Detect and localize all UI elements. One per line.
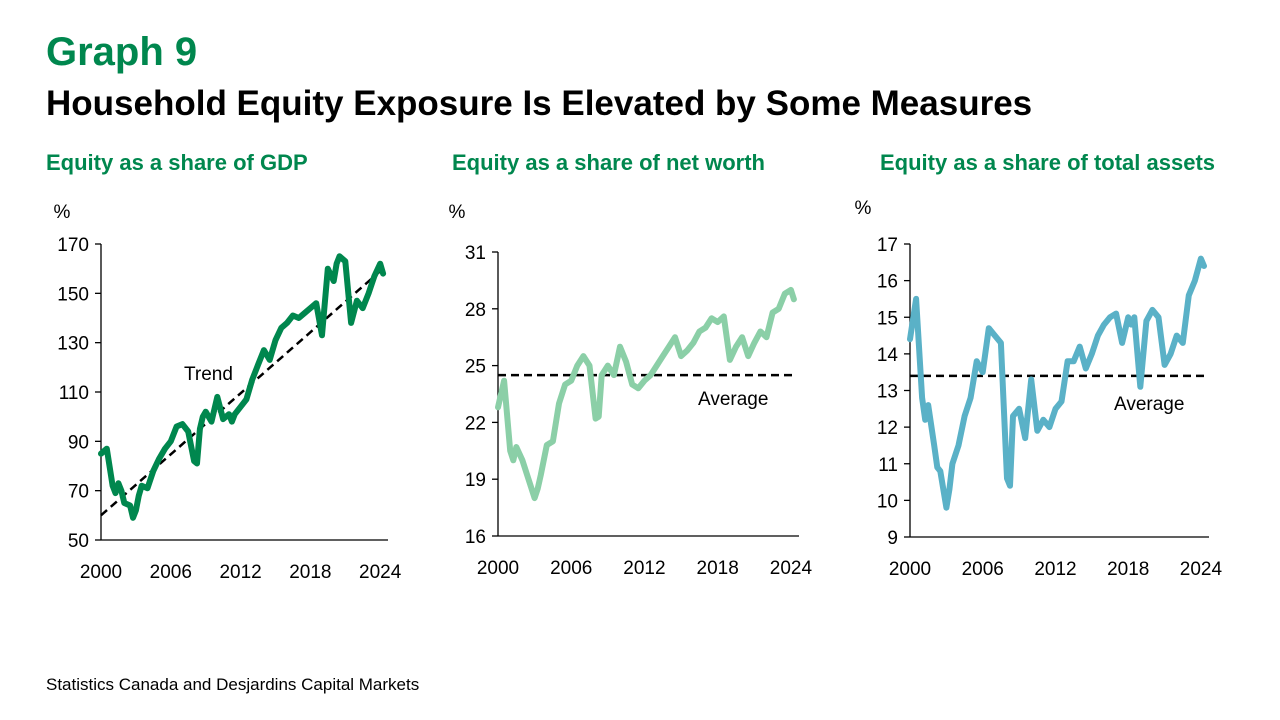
chart-3-y-tick-label: 16 <box>877 272 898 293</box>
graph-label: Graph 9 <box>46 30 198 74</box>
chart-1-y-tick-label: 110 <box>59 383 89 404</box>
chart-2-y-tick-label: 28 <box>465 300 486 321</box>
chart-2-y-tick-label: 31 <box>465 243 486 264</box>
chart-1-annotation: Trend <box>184 364 233 385</box>
chart-1-x-tick-label: 2018 <box>289 562 331 583</box>
chart-2-y-tick-label: 25 <box>465 357 486 378</box>
chart-1-y-tick-label: 70 <box>68 482 89 503</box>
chart-2-x-tick-label: 2006 <box>550 558 592 579</box>
chart-3-x-tick-label: 2018 <box>1107 559 1149 580</box>
chart-3-y-tick-label: 11 <box>878 455 898 476</box>
chart-3-x-tick-label: 2006 <box>962 559 1004 580</box>
chart-3-series-line <box>907 255 1207 511</box>
chart-2-y-unit: % <box>449 202 466 223</box>
chart-1-x-tick-label: 2012 <box>219 562 261 583</box>
chart-1-y-tick-label: 150 <box>57 284 89 305</box>
page-title: Household Equity Exposure Is Elevated by… <box>46 84 1033 123</box>
chart-2-y-tick-label: 19 <box>465 470 486 491</box>
chart-2-title: Equity as a share of net worth <box>452 150 765 175</box>
chart-3-y-tick-label: 17 <box>877 235 898 256</box>
source-note: Statistics Canada and Desjardins Capital… <box>46 675 420 694</box>
chart-3-title: Equity as a share of total assets <box>880 150 1216 175</box>
chart-1-title: Equity as a share of GDP <box>46 150 308 175</box>
chart-2-x-tick-label: 2000 <box>477 558 519 579</box>
chart-3-y-tick-label: 9 <box>887 528 898 549</box>
chart-1-series-line <box>98 253 387 521</box>
chart-3-y-tick-label: 10 <box>877 491 898 512</box>
chart-1-x-tick-label: 2000 <box>80 562 122 583</box>
chart-3-y-tick-label: 13 <box>877 382 898 403</box>
chart-1-y-tick-label: 130 <box>57 334 89 355</box>
chart-1-x-tick-label: 2024 <box>359 562 402 583</box>
chart-3-y-tick-label: 15 <box>877 308 898 329</box>
chart-1-y-tick-label: 90 <box>68 432 89 453</box>
chart-2-x-tick-label: 2018 <box>697 558 739 579</box>
chart-2-x-tick-label: 2024 <box>770 558 813 579</box>
chart-3-y-tick-label: 14 <box>877 345 899 366</box>
chart-3-x-tick-label: 2012 <box>1034 559 1076 580</box>
chart-3-x-tick-label: 2024 <box>1180 559 1223 580</box>
chart-3-y-unit: % <box>855 198 872 219</box>
chart-2-y-tick-label: 22 <box>465 413 486 434</box>
chart-2-series-line <box>495 286 797 502</box>
chart-2-annotation: Average <box>698 389 768 410</box>
chart-3-y-tick-label: 12 <box>877 418 898 439</box>
chart-1-x-tick-label: 2006 <box>150 562 192 583</box>
chart-3-annotation: Average <box>1114 394 1184 415</box>
chart-3-x-tick-label: 2000 <box>889 559 931 580</box>
chart-1-trend-line <box>100 267 384 517</box>
chart-1-y-tick-label: 170 <box>57 235 89 256</box>
chart-2-y-tick-label: 16 <box>465 527 486 548</box>
chart-2-x-tick-label: 2012 <box>623 558 665 579</box>
chart-1-y-tick-label: 50 <box>68 531 89 552</box>
chart-1-y-unit: % <box>54 202 71 223</box>
